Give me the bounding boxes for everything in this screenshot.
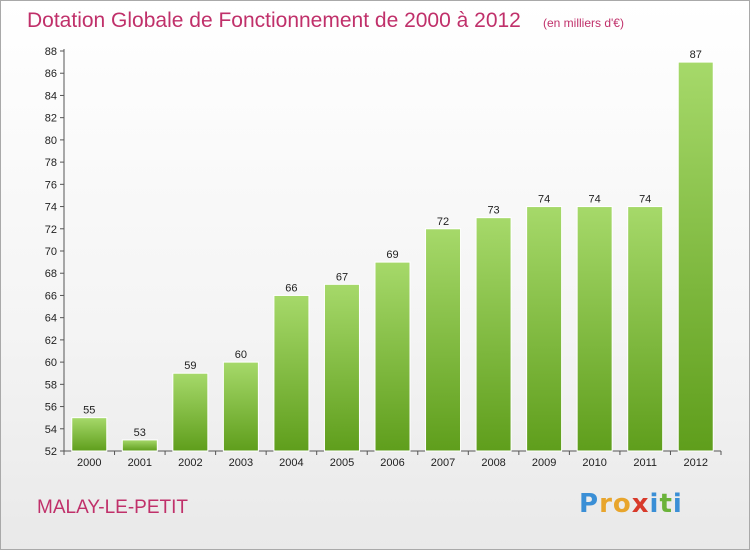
y-tick-label: 66 — [45, 290, 57, 302]
bar-value-label: 67 — [336, 271, 348, 283]
bar-value-label: 73 — [487, 205, 499, 217]
logo-letter: P — [579, 489, 600, 519]
y-tick-label: 58 — [45, 379, 57, 391]
chart-title: Dotation Globale de Fonctionnement de 20… — [27, 9, 521, 32]
bar-value-label: 53 — [134, 427, 146, 439]
y-tick-label: 60 — [45, 357, 57, 369]
logo-letter: o — [612, 489, 632, 519]
y-tick-label: 88 — [45, 46, 57, 58]
y-tick-label: 62 — [45, 335, 57, 347]
x-tick-label: 2006 — [380, 457, 404, 469]
bar-value-label: 60 — [235, 349, 247, 361]
x-tick-label: 2009 — [532, 457, 556, 469]
bar — [323, 283, 360, 452]
y-tick-label: 80 — [45, 135, 57, 147]
chart-subtitle: (en milliers d'€) — [543, 16, 624, 30]
logo-letter: i — [672, 489, 683, 519]
bar — [677, 61, 714, 452]
y-tick-label: 86 — [45, 68, 57, 80]
x-tick-label: 2011 — [633, 457, 657, 469]
y-tick-label: 78 — [45, 157, 57, 169]
bar-value-label: 55 — [83, 405, 95, 417]
commune-name: MALAY-LE-PETIT — [37, 497, 188, 518]
y-tick-label: 68 — [45, 268, 57, 280]
x-tick-label: 2010 — [582, 457, 606, 469]
bar — [121, 439, 158, 452]
x-tick-label: 2012 — [683, 457, 707, 469]
bar — [222, 361, 259, 452]
y-tick-label: 76 — [45, 179, 57, 191]
logo-letter: r — [599, 489, 613, 519]
logo-letter: x — [631, 489, 650, 519]
bar — [526, 206, 563, 452]
y-tick-label: 56 — [45, 402, 57, 414]
bar-value-label: 87 — [690, 49, 702, 61]
bar — [576, 206, 613, 452]
bar — [627, 206, 664, 452]
y-tick-label: 82 — [45, 113, 57, 125]
bar — [425, 228, 462, 452]
logo-letter: i — [649, 489, 660, 519]
x-tick-label: 2001 — [128, 457, 152, 469]
bar — [172, 372, 209, 452]
y-tick-label: 72 — [45, 224, 57, 236]
y-tick-label: 74 — [45, 202, 57, 214]
bar-value-label: 74 — [538, 194, 550, 206]
bar-value-label: 66 — [285, 282, 297, 294]
x-tick-label: 2008 — [481, 457, 505, 469]
x-tick-label: 2003 — [229, 457, 253, 469]
bar — [71, 417, 108, 452]
x-tick-label: 2002 — [178, 457, 202, 469]
y-tick-label: 70 — [45, 246, 57, 258]
bar-value-label: 74 — [589, 194, 601, 206]
bar — [273, 294, 310, 452]
y-tick-label: 64 — [45, 313, 57, 325]
x-tick-label: 2004 — [279, 457, 303, 469]
y-tick-label: 52 — [45, 446, 57, 458]
y-tick-label: 54 — [45, 424, 57, 436]
y-tick-label: 84 — [45, 90, 57, 102]
x-tick-label: 2000 — [77, 457, 101, 469]
x-tick-label: 2005 — [330, 457, 354, 469]
logo-letter: t — [659, 489, 673, 519]
bar-value-label: 59 — [184, 360, 196, 372]
proxiti-logo: Proxiti — [579, 489, 683, 519]
bar-value-label: 72 — [437, 216, 449, 228]
x-tick-label: 2007 — [431, 457, 455, 469]
bar-value-label: 69 — [386, 249, 398, 261]
bar — [475, 217, 512, 452]
bar — [374, 261, 411, 452]
bar-value-label: 74 — [639, 194, 651, 206]
